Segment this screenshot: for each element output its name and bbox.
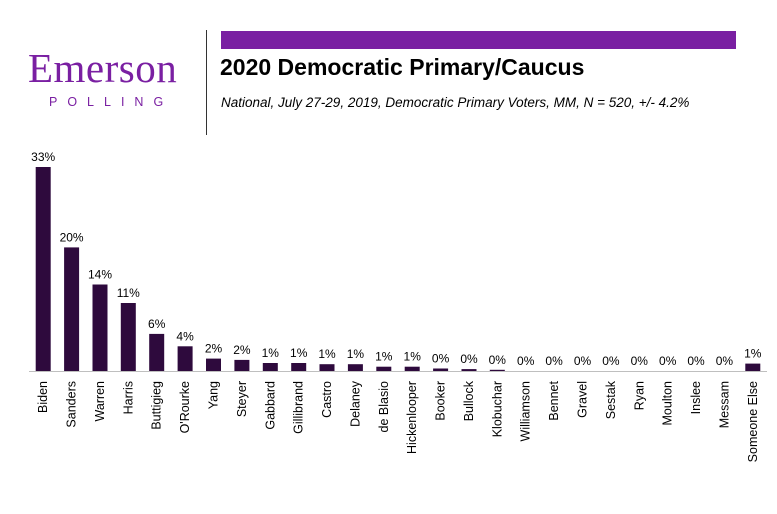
data-label-9: 1% <box>290 346 308 360</box>
bar-25 <box>745 363 761 371</box>
chart-subtitle: National, July 27-29, 2019, Democratic P… <box>221 95 690 110</box>
bar-7 <box>234 359 250 371</box>
bar-14 <box>433 368 449 371</box>
data-label-18: 0% <box>545 354 563 368</box>
data-label-2: 14% <box>88 268 112 282</box>
category-label-10: Castro <box>320 381 334 418</box>
data-label-15: 0% <box>460 352 478 366</box>
data-label-10: 1% <box>318 347 336 361</box>
data-label-11: 1% <box>347 347 365 361</box>
bar-8 <box>262 363 278 371</box>
category-label-16: Klobuchar <box>490 381 504 437</box>
bar-9 <box>291 363 307 371</box>
bar-13 <box>404 366 420 371</box>
category-label-25: Someone Else <box>746 381 760 462</box>
bar-2 <box>92 284 108 371</box>
category-label-1: Sanders <box>65 381 79 428</box>
category-label-24: Messam <box>717 381 731 428</box>
data-label-19: 0% <box>574 354 592 368</box>
bar-5 <box>177 346 193 371</box>
category-label-20: Sestak <box>604 380 618 419</box>
bar-0 <box>35 167 51 371</box>
category-label-14: Booker <box>434 381 448 421</box>
category-label-17: Williamson <box>519 381 533 441</box>
data-label-5: 4% <box>176 329 194 343</box>
data-label-21: 0% <box>631 354 649 368</box>
category-label-6: Yang <box>207 381 221 409</box>
category-label-5: O'Rourke <box>178 381 192 433</box>
data-label-12: 1% <box>375 350 393 364</box>
data-label-17: 0% <box>517 354 535 368</box>
header-accent-bar <box>221 31 736 49</box>
category-label-11: Delaney <box>348 380 362 427</box>
bar-11 <box>347 364 363 371</box>
data-label-20: 0% <box>602 354 620 368</box>
bar-12 <box>376 366 392 371</box>
data-label-13: 1% <box>404 350 422 364</box>
bar-3 <box>120 303 136 371</box>
category-label-19: Gravel <box>576 381 590 418</box>
bar-1 <box>64 247 80 371</box>
logo-wordmark: Emerson <box>28 45 178 91</box>
data-label-3: 11% <box>117 286 140 300</box>
bar-10 <box>319 364 335 371</box>
data-label-14: 0% <box>432 352 450 366</box>
category-label-18: Bennet <box>547 380 561 420</box>
header-divider <box>206 30 207 135</box>
data-label-1: 20% <box>60 230 84 244</box>
category-label-7: Steyer <box>235 381 249 417</box>
category-label-3: Harris <box>121 381 135 414</box>
data-label-6: 2% <box>205 342 223 356</box>
data-label-24: 0% <box>716 354 734 368</box>
data-label-25: 1% <box>744 347 762 361</box>
category-label-13: Hickenlooper <box>405 381 419 454</box>
logo-subtitle: POLLING <box>49 95 174 109</box>
chart-title: 2020 Democratic Primary/Caucus <box>220 54 585 80</box>
bar-15 <box>461 369 477 371</box>
category-label-12: de Blasio <box>377 381 391 432</box>
data-label-16: 0% <box>489 353 507 367</box>
category-label-0: Biden <box>36 381 50 413</box>
category-label-4: Buttigieg <box>150 381 164 430</box>
bar-16 <box>489 369 505 371</box>
bar-6 <box>206 358 221 371</box>
data-label-23: 0% <box>687 354 705 368</box>
category-label-9: Gillibrand <box>292 381 306 434</box>
data-label-4: 6% <box>148 317 166 331</box>
category-label-8: Gabbard <box>263 381 277 430</box>
category-label-23: Inslee <box>689 381 703 414</box>
category-label-2: Warren <box>93 381 107 422</box>
data-label-7: 2% <box>233 343 251 357</box>
data-label-22: 0% <box>659 354 677 368</box>
category-label-22: Moulton <box>661 381 675 426</box>
category-label-21: Ryan <box>632 381 646 410</box>
data-label-0: 33% <box>31 150 55 164</box>
data-label-8: 1% <box>262 346 280 360</box>
bar-4 <box>149 333 165 371</box>
category-label-15: Bullock <box>462 380 476 421</box>
